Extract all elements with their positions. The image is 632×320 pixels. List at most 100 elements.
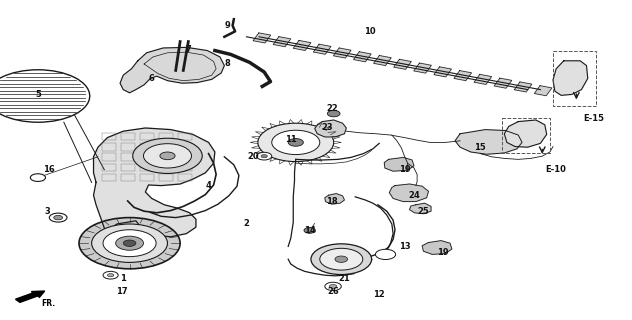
Text: 3: 3 bbox=[44, 207, 51, 216]
Bar bbox=[121, 133, 135, 140]
Circle shape bbox=[329, 284, 337, 288]
Polygon shape bbox=[553, 61, 588, 95]
Bar bbox=[140, 153, 154, 161]
Text: 22: 22 bbox=[326, 104, 337, 113]
Circle shape bbox=[30, 174, 46, 181]
Circle shape bbox=[327, 110, 340, 117]
Text: 8: 8 bbox=[224, 60, 231, 68]
Text: 25: 25 bbox=[418, 207, 429, 216]
Circle shape bbox=[288, 139, 303, 146]
Bar bbox=[159, 174, 173, 181]
Circle shape bbox=[311, 244, 372, 275]
Circle shape bbox=[123, 240, 136, 246]
Circle shape bbox=[258, 123, 334, 162]
Bar bbox=[553, 51, 596, 106]
Text: 4: 4 bbox=[205, 181, 212, 190]
Polygon shape bbox=[494, 78, 512, 88]
Polygon shape bbox=[410, 203, 431, 214]
Bar bbox=[121, 153, 135, 161]
Polygon shape bbox=[120, 47, 224, 93]
Bar bbox=[121, 164, 135, 171]
Circle shape bbox=[325, 282, 341, 291]
Text: 7: 7 bbox=[185, 45, 191, 54]
Text: 21: 21 bbox=[339, 274, 350, 283]
Bar bbox=[159, 133, 173, 140]
Bar bbox=[102, 133, 116, 140]
Text: 14: 14 bbox=[304, 226, 315, 235]
Polygon shape bbox=[422, 241, 452, 254]
Text: 16: 16 bbox=[44, 165, 55, 174]
Polygon shape bbox=[384, 157, 414, 171]
Circle shape bbox=[92, 224, 167, 262]
Text: 26: 26 bbox=[327, 287, 339, 296]
Bar bbox=[140, 174, 154, 181]
Bar bbox=[159, 143, 173, 151]
Text: 24: 24 bbox=[408, 191, 420, 200]
Polygon shape bbox=[293, 40, 311, 51]
Text: E-15: E-15 bbox=[583, 114, 605, 123]
Text: 19: 19 bbox=[437, 248, 448, 257]
Bar bbox=[178, 133, 192, 140]
Polygon shape bbox=[374, 56, 391, 66]
Polygon shape bbox=[455, 130, 522, 154]
Bar bbox=[178, 164, 192, 171]
Circle shape bbox=[54, 215, 63, 220]
Polygon shape bbox=[434, 67, 451, 77]
Polygon shape bbox=[454, 71, 471, 81]
Text: 5: 5 bbox=[35, 90, 41, 99]
Circle shape bbox=[320, 248, 363, 270]
Circle shape bbox=[160, 152, 175, 160]
Circle shape bbox=[103, 271, 118, 279]
Text: 23: 23 bbox=[321, 124, 332, 132]
Bar bbox=[502, 118, 550, 153]
Circle shape bbox=[103, 230, 156, 257]
Text: FR.: FR. bbox=[41, 299, 55, 308]
Circle shape bbox=[116, 236, 143, 250]
Circle shape bbox=[257, 152, 272, 160]
Polygon shape bbox=[394, 59, 411, 69]
Text: 20: 20 bbox=[247, 152, 258, 161]
Polygon shape bbox=[253, 33, 270, 43]
Circle shape bbox=[272, 130, 320, 155]
Text: 13: 13 bbox=[399, 242, 410, 251]
Text: 15: 15 bbox=[475, 143, 486, 152]
Polygon shape bbox=[504, 120, 547, 147]
Polygon shape bbox=[325, 194, 344, 204]
Bar bbox=[102, 174, 116, 181]
Polygon shape bbox=[534, 86, 552, 96]
Circle shape bbox=[261, 155, 267, 158]
Bar bbox=[178, 174, 192, 181]
Bar bbox=[121, 174, 135, 181]
Polygon shape bbox=[315, 120, 346, 137]
Bar bbox=[159, 164, 173, 171]
Text: 17: 17 bbox=[116, 287, 127, 296]
Polygon shape bbox=[474, 74, 492, 84]
Text: 19: 19 bbox=[399, 165, 410, 174]
Polygon shape bbox=[313, 44, 331, 54]
Text: 1: 1 bbox=[120, 274, 126, 283]
Polygon shape bbox=[514, 82, 532, 92]
Text: E-10: E-10 bbox=[545, 165, 567, 174]
Text: 2: 2 bbox=[243, 220, 250, 228]
Bar bbox=[178, 143, 192, 151]
Polygon shape bbox=[389, 184, 428, 202]
Polygon shape bbox=[414, 63, 432, 73]
Circle shape bbox=[79, 218, 180, 269]
Circle shape bbox=[304, 228, 315, 233]
Bar bbox=[140, 133, 154, 140]
Bar bbox=[178, 153, 192, 161]
Bar bbox=[121, 143, 135, 151]
Bar bbox=[102, 153, 116, 161]
Bar bbox=[140, 164, 154, 171]
Bar bbox=[140, 143, 154, 151]
Polygon shape bbox=[353, 52, 371, 62]
Circle shape bbox=[335, 256, 348, 262]
Bar bbox=[102, 164, 116, 171]
Text: 11: 11 bbox=[285, 135, 296, 144]
Bar bbox=[102, 143, 116, 151]
Circle shape bbox=[375, 249, 396, 260]
Polygon shape bbox=[334, 48, 351, 58]
Text: 9: 9 bbox=[224, 21, 231, 30]
Polygon shape bbox=[273, 37, 291, 47]
Circle shape bbox=[49, 213, 67, 222]
